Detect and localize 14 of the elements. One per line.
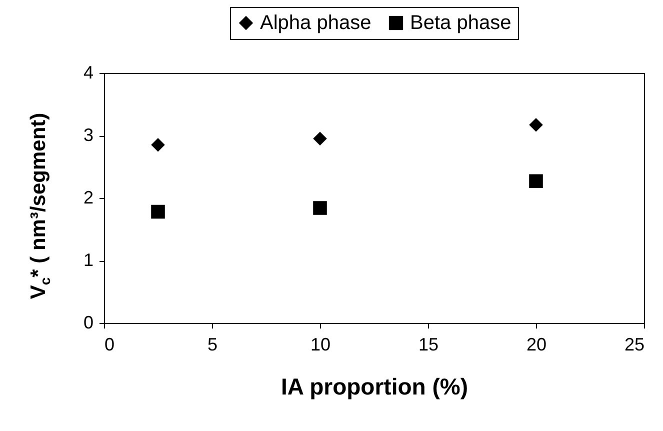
- x-axis-title: IA proportion (%): [281, 374, 468, 400]
- y-tick-label: 0: [83, 312, 94, 332]
- y-tick-label: 3: [83, 125, 94, 145]
- x-tick-label: 5: [207, 334, 218, 354]
- x-tick-label: 0: [104, 334, 115, 354]
- y-tick-label: 1: [83, 250, 94, 270]
- legend-label: Alpha phase: [260, 12, 372, 34]
- y-tick-label: 4: [83, 62, 94, 82]
- x-tick-label: 15: [418, 334, 439, 354]
- y-tick-label: 2: [83, 188, 94, 208]
- x-tick-label: 25: [624, 334, 644, 354]
- x-tick-label: 20: [526, 334, 547, 354]
- x-tick-label: 10: [310, 334, 331, 354]
- legend-label: Beta phase: [410, 12, 512, 34]
